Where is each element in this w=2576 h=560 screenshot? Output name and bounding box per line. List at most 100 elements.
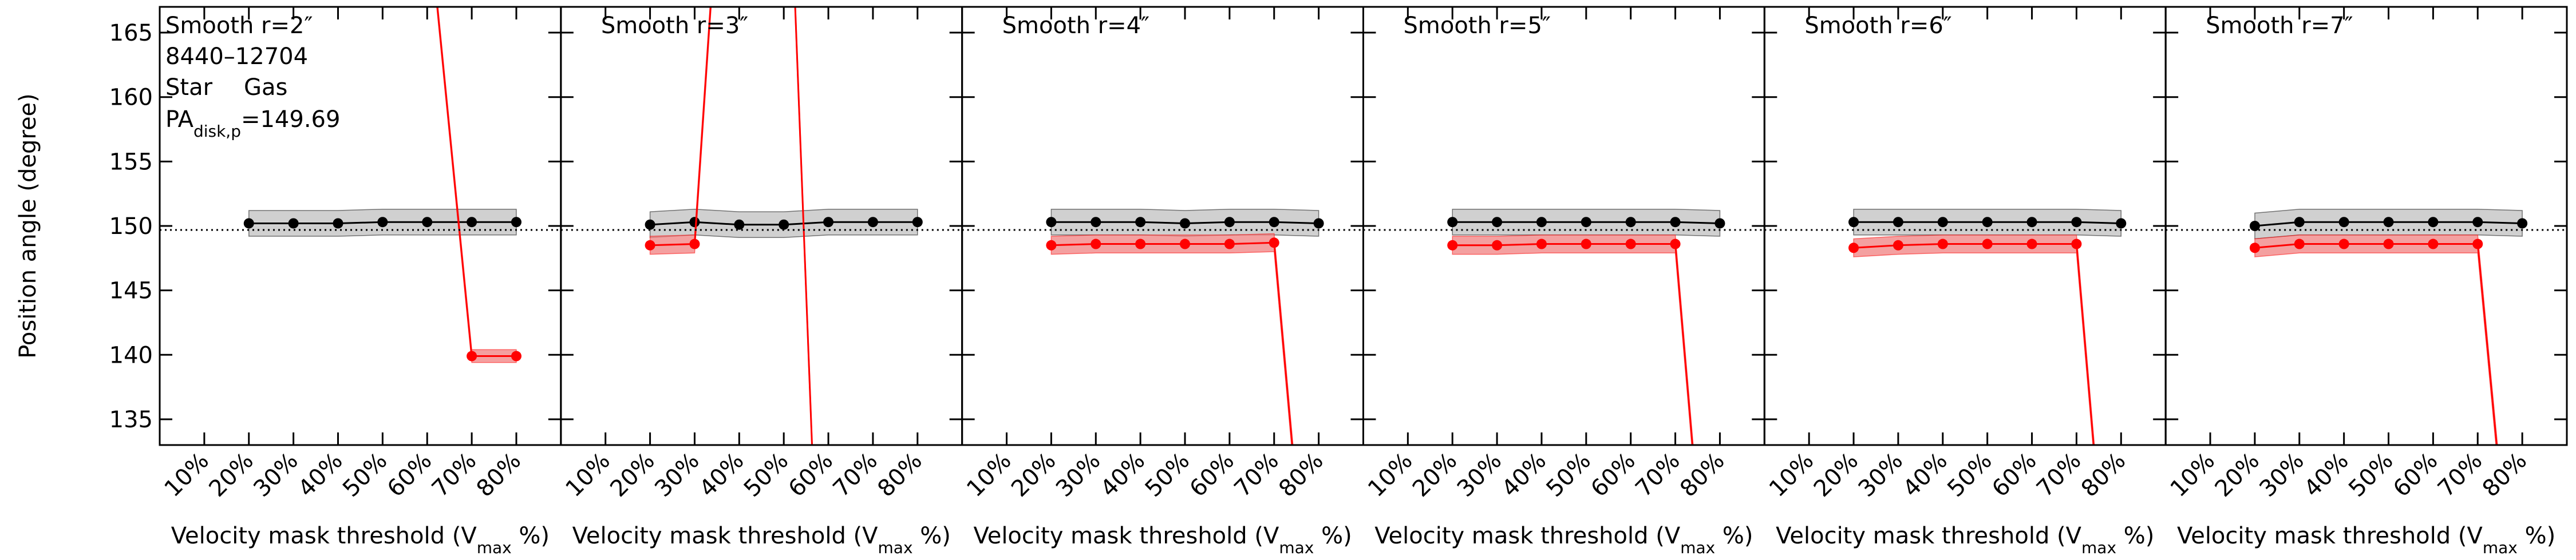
data-point (2294, 217, 2305, 228)
series-line (1051, 241, 1293, 445)
plot-area (1363, 208, 1765, 445)
data-point (2383, 217, 2394, 228)
data-point (867, 217, 878, 228)
x-tick-label: 20% (605, 448, 659, 502)
data-point (2517, 218, 2528, 229)
series-line (2254, 243, 2498, 445)
x-axis-label-part: max (1279, 538, 1314, 557)
data-point (1581, 239, 1591, 249)
data-point (823, 217, 834, 228)
x-tick-label: 80% (472, 448, 526, 502)
x-axis-label-part: Velocity mask threshold (V (973, 523, 1279, 549)
x-tick-label: 70% (828, 448, 883, 502)
x-tick-label: 30% (248, 448, 303, 502)
x-axis-label-part: Velocity mask threshold (V (1776, 523, 2082, 549)
x-tick-label: 20% (1006, 448, 1061, 502)
x-tick-label: 40% (2299, 448, 2353, 502)
data-point (2116, 218, 2127, 229)
data-point (1269, 237, 1279, 248)
data-point (1091, 239, 1101, 249)
x-axis-label-part: Velocity mask threshold (V (171, 523, 477, 549)
x-tick-label: 10% (1764, 448, 1819, 502)
x-tick-label: 60% (382, 448, 437, 502)
legend-entry: Star (165, 74, 213, 101)
y-tick-label: 135 (109, 407, 153, 433)
data-point (1447, 240, 1458, 251)
panel-title: Smooth r=5″ (1404, 13, 1551, 39)
data-point (2026, 217, 2037, 228)
data-point (1937, 239, 1948, 249)
data-point (2472, 239, 2483, 249)
x-axis-label-part: max (2483, 538, 2518, 557)
x-tick-label: 30% (1051, 448, 1105, 502)
y-axis-label: Position angle (degree) (15, 93, 41, 359)
x-tick-label: 70% (427, 448, 481, 502)
data-point (2071, 239, 2082, 249)
panel-title: Smooth r=7″ (2206, 13, 2353, 39)
data-point (1135, 239, 1146, 249)
y-tick-label: 165 (109, 20, 153, 46)
data-point (779, 219, 789, 230)
data-point (1937, 217, 1948, 228)
y-tick-label: 155 (109, 149, 153, 175)
x-tick-label: 10% (1363, 448, 1417, 502)
x-tick-label: 60% (1185, 448, 1239, 502)
x-axis-label-part: max (477, 538, 512, 557)
data-point (422, 217, 433, 228)
x-axis-label: Velocity mask threshold (Vmax %) (1374, 523, 1753, 557)
data-point (2249, 243, 2260, 253)
data-point (2472, 217, 2483, 228)
x-axis-label-part: Velocity mask threshold (V (572, 523, 879, 549)
data-point (2428, 239, 2439, 249)
x-tick-label: 50% (2344, 448, 2398, 502)
data-point (1536, 217, 1547, 228)
data-point (1224, 217, 1235, 228)
x-tick-label: 70% (2433, 448, 2487, 502)
x-tick-label: 40% (1898, 448, 1952, 502)
data-point (1091, 217, 1101, 228)
data-point (1269, 217, 1279, 228)
annotation-part: =149.69 (241, 106, 340, 133)
data-point (1135, 217, 1146, 228)
data-point (1625, 217, 1636, 228)
data-point (1670, 239, 1681, 249)
x-tick-label: 40% (694, 448, 749, 502)
y-tick-label: 160 (109, 85, 153, 111)
x-tick-label: 10% (962, 448, 1016, 502)
x-axis-label-part: %) (512, 523, 550, 549)
y-tick-label: 150 (109, 213, 153, 240)
x-tick-label: 50% (338, 448, 392, 502)
data-point (1848, 217, 1859, 228)
annotation-part: PA (165, 106, 194, 133)
x-tick-label: 70% (2032, 448, 2086, 502)
x-axis-label: Velocity mask threshold (Vmax %) (572, 523, 951, 557)
x-tick-label: 70% (1229, 448, 1283, 502)
x-axis-label-part: max (878, 538, 913, 557)
series-line (1452, 243, 1694, 445)
x-tick-label: 60% (1987, 448, 2041, 502)
x-axis-label-part: max (1680, 538, 1715, 557)
panel: 10%20%30%40%50%60%70%80% Velocity mask th… (961, 6, 1364, 557)
y-tick-label: 140 (109, 342, 153, 368)
x-tick-label: 30% (1854, 448, 1908, 502)
error-band (1452, 235, 1694, 445)
data-point (377, 217, 388, 228)
x-tick-label: 40% (1497, 448, 1551, 502)
x-axis-label: Velocity mask threshold (Vmax %) (171, 523, 550, 557)
error-band (2254, 235, 2498, 445)
data-point (1982, 217, 1993, 228)
data-point (1982, 239, 1993, 249)
data-point (467, 217, 477, 228)
x-axis-label-part: %) (913, 523, 951, 549)
data-point (1180, 218, 1191, 229)
plot-area (160, 7, 561, 363)
x-tick-label: 50% (1542, 448, 1596, 502)
x-axis-label-part: Velocity mask threshold (V (1374, 523, 1681, 549)
x-tick-label: 30% (650, 448, 704, 502)
data-point (1625, 239, 1636, 249)
x-tick-label: 70% (1630, 448, 1685, 502)
plot-area (962, 208, 1364, 445)
series-line (1853, 243, 2095, 445)
panel: 10%20%30%40%50%60%70%80% Velocity mask th… (2164, 6, 2568, 557)
x-tick-label: 80% (2076, 448, 2131, 502)
